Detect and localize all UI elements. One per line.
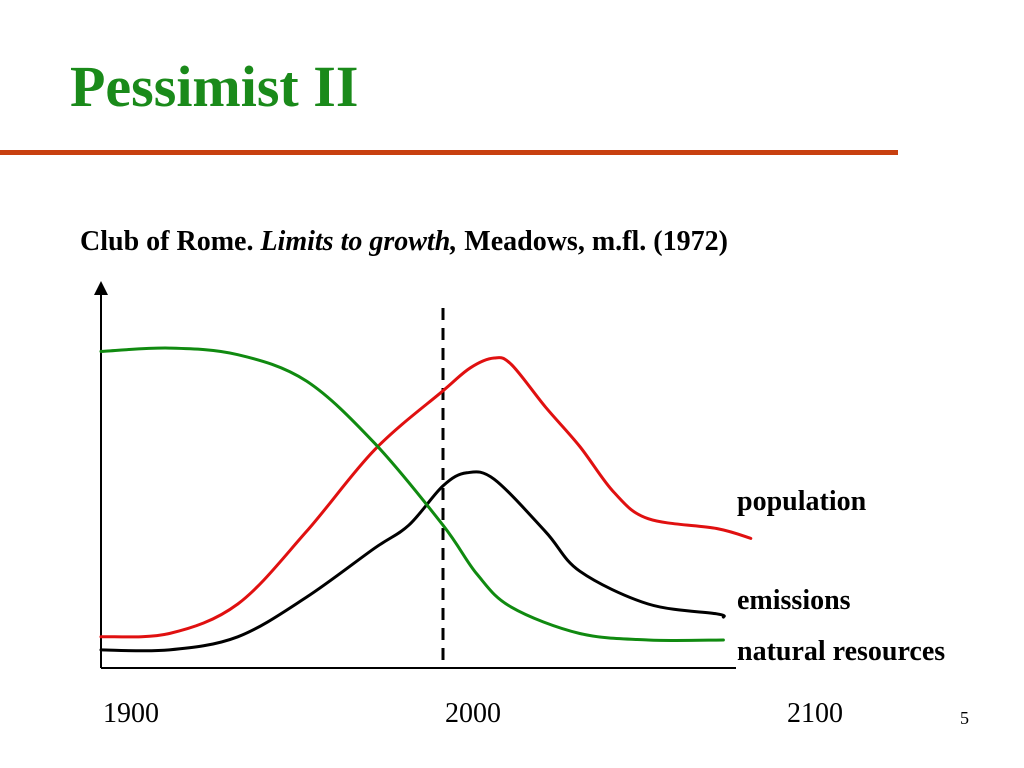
series-line-population	[99, 356, 753, 639]
slide-title: Pessimist II	[70, 54, 359, 119]
title-rule	[0, 150, 898, 155]
series-line-emissions	[99, 470, 726, 653]
series-label-population: population	[737, 486, 867, 517]
subtitle-book-title: Limits to growth,	[260, 226, 458, 257]
series-line-natural-resources	[99, 346, 725, 642]
subtitle-part-1: Club of Rome.	[80, 226, 261, 257]
page-number: 5	[960, 708, 969, 728]
chart-subtitle: Club of Rome. Limits to growth, Meadows,…	[80, 226, 728, 258]
series-label-emissions: emissions	[737, 585, 851, 616]
x-tick-label-2100: 2100	[787, 698, 843, 729]
subtitle-part-3: Meadows, m.fl. (1972)	[457, 226, 728, 257]
series-label-natural-resources: natural resources	[737, 636, 945, 667]
x-tick-label-2000: 2000	[445, 698, 501, 729]
x-tick-label-1900: 1900	[103, 698, 159, 729]
